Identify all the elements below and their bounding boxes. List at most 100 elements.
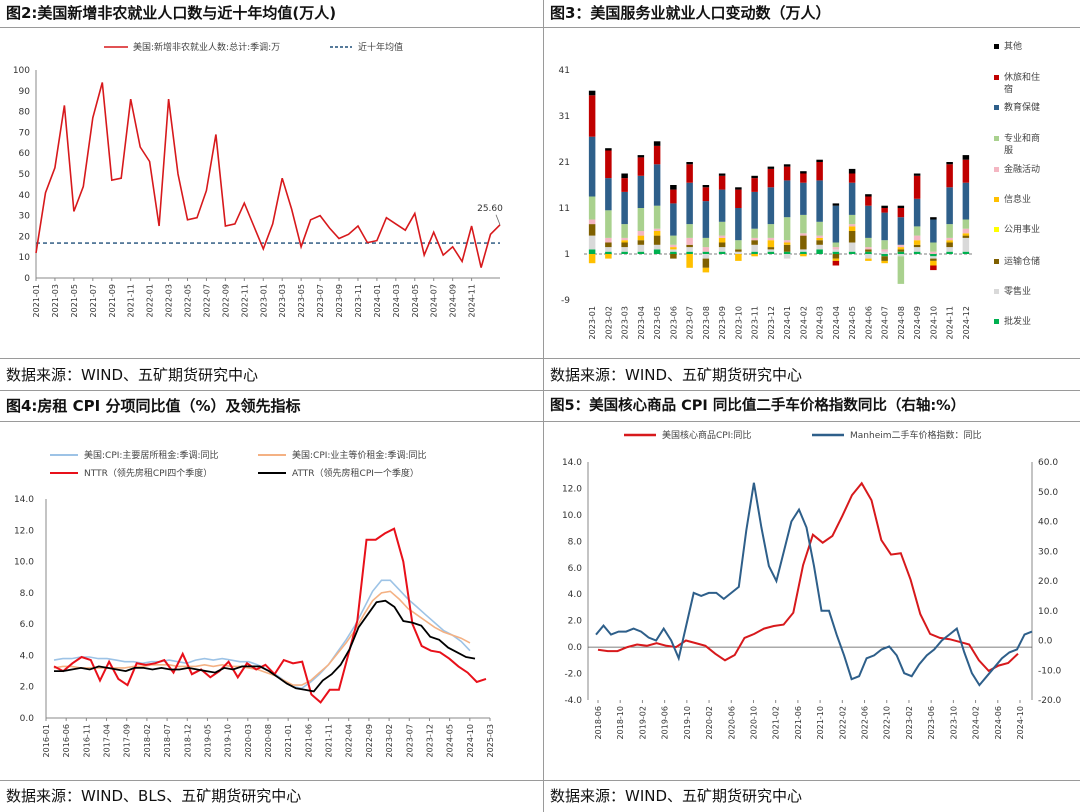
x-tick-label: 2018-07	[163, 724, 172, 757]
bar-segment	[930, 256, 937, 259]
bar-segment	[832, 242, 840, 248]
bar-segment	[881, 208, 888, 213]
bar-segment	[637, 251, 645, 254]
bar-segment	[930, 260, 937, 266]
bar-segment	[605, 178, 612, 211]
y-tick-label-right: 30.0	[1038, 547, 1058, 557]
bar-segment	[605, 254, 612, 259]
bar-segment	[653, 145, 661, 165]
bar-segment	[800, 249, 807, 252]
panel-title-services: 图3：美国服务业就业人口变动数（万人）	[550, 4, 831, 22]
y-tick-label-right: 50.0	[1038, 488, 1058, 498]
bar-segment	[702, 267, 710, 273]
bar-segment	[881, 249, 888, 252]
x-tick-label: 2023-06	[669, 306, 678, 339]
x-tick-label: 2023-12	[425, 724, 434, 757]
legend-swatch	[994, 289, 999, 294]
bar-segment	[783, 242, 791, 245]
x-tick-label: 2023-12	[767, 306, 776, 339]
bar-segment	[653, 231, 661, 236]
legend-label: 专业和商服	[1004, 132, 1040, 156]
panel-title-nonfarm: 图2:美国新增非农就业人口数与近十年均值(万人)	[6, 4, 337, 22]
bar-segment	[832, 254, 840, 259]
series-line-core-goods	[597, 481, 1019, 673]
bar-segment	[816, 221, 823, 236]
x-tick-label: 2019-10	[683, 706, 692, 739]
bar-segment	[653, 244, 661, 250]
y-tick-label-left: 2.0	[568, 617, 583, 627]
bar-segment	[718, 242, 726, 248]
x-tick-label: 2018-02	[143, 724, 152, 757]
legend-label: ATTR（领先房租CPI一个季度）	[292, 467, 419, 479]
bar-segment	[751, 191, 758, 229]
x-tick-label: 2020-06	[727, 706, 736, 739]
x-tick-label: 2024-03	[392, 284, 401, 317]
bar-segment	[930, 219, 937, 243]
bar-segment	[670, 185, 677, 190]
y-tick-label: 12.0	[14, 526, 34, 536]
y-tick-label-left: 14.0	[562, 458, 582, 468]
bar-segment	[718, 235, 726, 238]
bar-segment	[637, 175, 645, 208]
bar-segment	[783, 166, 791, 181]
bar-segment	[605, 150, 612, 179]
bar-segment	[653, 164, 661, 206]
y-tick-label: -9	[561, 296, 570, 306]
x-tick-label: 2022-07	[202, 284, 211, 317]
bar-segment	[621, 191, 628, 225]
legend-swatch	[994, 319, 999, 324]
bar-segment	[767, 249, 775, 252]
bar-segment	[800, 251, 807, 254]
x-tick-label: 2019-10	[224, 724, 233, 757]
y-tick-label-left: -4.0	[564, 696, 582, 706]
bar-segment	[653, 205, 661, 229]
bar-segment	[637, 157, 645, 176]
bar-segment	[865, 251, 872, 254]
bar-segment	[735, 254, 742, 261]
y-tick-label-left: 10.0	[562, 511, 582, 521]
x-tick-label: 2025-03	[486, 724, 495, 757]
bar-segment	[783, 254, 791, 259]
bar-segment	[686, 164, 693, 183]
panel-rent-cpi: 图4:房租 CPI 分项同比值（%）及领先指标 0.0 2.0 4.0 6.0 8.0 1…	[0, 391, 543, 812]
bar-segment	[637, 231, 645, 236]
bar-segment	[588, 224, 596, 236]
bar-segment	[832, 249, 840, 252]
legend-swatch	[994, 136, 999, 141]
y-tick-label-right: 0.0	[1038, 637, 1053, 647]
bar-segment	[621, 240, 628, 243]
bar-segment	[848, 242, 856, 252]
bar-segment	[913, 226, 921, 236]
bar-segment	[783, 164, 791, 167]
bar-segment	[637, 155, 645, 158]
bar-segment	[962, 251, 970, 254]
bar-segment	[686, 162, 693, 165]
bar-segment	[621, 224, 628, 238]
x-tick-label: 2024-11	[468, 284, 477, 317]
x-tick-label: 2024-09	[449, 284, 458, 317]
x-tick-label: 2023-10	[949, 706, 958, 739]
bar-segment	[816, 180, 823, 222]
x-tick-label: 2022-11	[240, 284, 249, 317]
x-tick-label: 2023-07	[316, 284, 325, 317]
x-tick-label: 2022-01	[146, 284, 155, 317]
y-tick-label-right: 40.0	[1038, 518, 1058, 528]
bar-segment	[670, 249, 677, 252]
bar-segment	[816, 235, 823, 238]
x-tick-label: 2023-11	[751, 306, 760, 339]
bar-segment	[865, 247, 872, 250]
bar-segment	[670, 247, 677, 250]
x-tick-label: 2019-02	[638, 706, 647, 739]
y-tick-label: 80	[19, 108, 31, 118]
x-tick-label: 2024-09	[913, 306, 922, 339]
series-line-nttr	[53, 527, 487, 704]
bar-segment	[881, 240, 888, 250]
x-tick-label: 2024-07	[430, 284, 439, 317]
x-tick-label: 2023-07	[686, 306, 695, 339]
bar-segment	[653, 249, 661, 254]
bar-segment	[913, 244, 921, 248]
legend-label-nonfarm: 美国:新增非农就业人数:总计:季调:万	[133, 41, 280, 53]
x-tick-label: 2023-08	[702, 306, 711, 339]
x-tick-label: 2023-02	[385, 724, 394, 757]
bar-segment	[605, 148, 612, 151]
